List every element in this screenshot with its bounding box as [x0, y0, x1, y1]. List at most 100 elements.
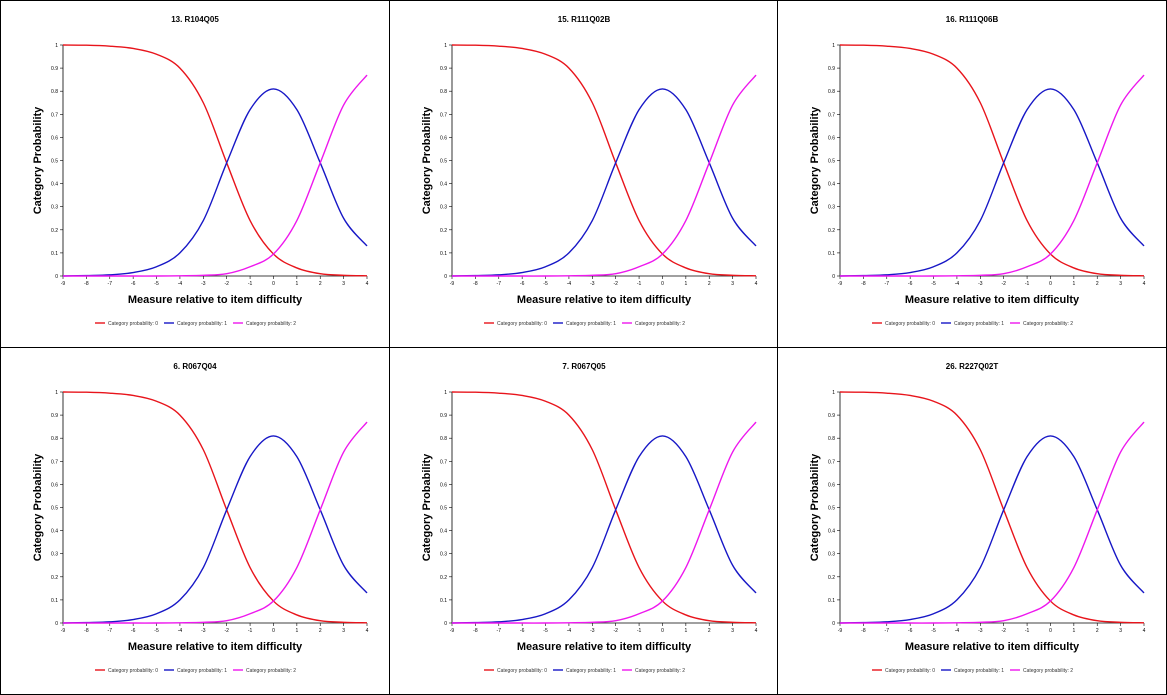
x-tick-label: -5 [543, 628, 548, 634]
y-axis-label: Category Probability [809, 106, 821, 214]
y-tick-label: 0.5 [440, 159, 447, 165]
y-tick-label: 0.2 [828, 575, 835, 581]
x-tick-label: 0 [1049, 628, 1052, 634]
chart-cell-3: 16. R111Q06B 0 0.1 0.2 0.3 0.4 0.5 0.6 0.7 0.8 0.9… [777, 0, 1167, 348]
series-line-category-0 [839, 44, 1145, 277]
legend-label: Category probability: 0 [108, 668, 158, 674]
x-tick-label: 0 [661, 281, 664, 287]
y-tick-label: 0.4 [828, 529, 835, 535]
y-tick-label: 0.9 [440, 66, 447, 72]
y-tick-label: 0.4 [828, 182, 835, 188]
legend-label: Category probability: 1 [566, 321, 616, 327]
chart-cell-5: 7. R067Q05 0 0.1 0.2 0.3 0.4 0.5 0.6 0.7 0.8 0.9 1 -… [389, 347, 778, 695]
x-tick-label: -9 [61, 628, 66, 634]
y-tick-label: 0.5 [51, 159, 58, 165]
x-tick-label: 3 [342, 628, 345, 634]
chart-cell-4: 6. R067Q04 0 0.1 0.2 0.3 0.4 0.5 0.6 0.7 0.8 0.9 1 -… [0, 347, 390, 695]
series-line-category-0 [62, 391, 368, 624]
x-tick-label: -8 [861, 281, 866, 287]
y-axis-label: Category Probability [32, 453, 44, 561]
y-tick-label: 0 [444, 621, 447, 627]
y-tick-label: 0.6 [440, 135, 447, 141]
x-tick-label: -1 [1025, 628, 1030, 634]
y-tick-label: 0 [55, 274, 58, 280]
x-tick-label: -8 [861, 628, 866, 634]
y-tick-label: 0.8 [440, 436, 447, 442]
y-tick-label: 1 [55, 43, 58, 49]
y-tick-label: 0.7 [440, 112, 447, 118]
series-line-category-1 [62, 88, 368, 277]
y-tick-label: 0 [55, 621, 58, 627]
x-tick-label: -5 [931, 628, 936, 634]
x-tick-label: -8 [84, 281, 89, 287]
x-tick-label: -7 [497, 628, 502, 634]
x-tick-label: 4 [366, 628, 369, 634]
series-line-category-2 [62, 74, 368, 277]
y-tick-label: 0.5 [828, 159, 835, 165]
x-tick-label: -4 [567, 628, 572, 634]
y-axis-label: Category Probability [421, 106, 433, 214]
x-tick-label: -5 [154, 628, 159, 634]
x-tick-label: -2 [1001, 281, 1006, 287]
x-tick-label: -6 [131, 628, 136, 634]
x-tick-label: -1 [637, 281, 642, 287]
y-tick-label: 0.8 [828, 89, 835, 95]
series-line-category-1 [451, 435, 757, 624]
y-tick-label: 0.5 [828, 506, 835, 512]
y-tick-label: 0.1 [440, 251, 447, 257]
x-tick-label: -7 [108, 628, 113, 634]
legend-label: Category probability: 2 [1023, 668, 1073, 674]
chart-svg: 13. R104Q05 0 0.1 0.2 0.3 0.4 0.5 0.6 0.7 0.8 0.9 1… [32, 15, 369, 327]
y-tick-label: 1 [444, 43, 447, 49]
x-tick-label: 1 [684, 628, 687, 634]
x-tick-label: -4 [955, 281, 960, 287]
series-line-category-1 [839, 88, 1145, 277]
x-tick-label: 2 [1096, 281, 1099, 287]
x-tick-label: 4 [1143, 628, 1146, 634]
x-axis-label: Measure relative to item difficulty [517, 641, 692, 653]
x-tick-label: -3 [590, 281, 595, 287]
x-tick-label: -9 [450, 628, 455, 634]
legend-label: Category probability: 2 [635, 321, 685, 327]
x-tick-label: 4 [1143, 281, 1146, 287]
chart-svg: 6. R067Q04 0 0.1 0.2 0.3 0.4 0.5 0.6 0.7 0.8 0.9 1 -… [32, 362, 369, 674]
x-tick-label: -5 [154, 281, 159, 287]
y-tick-label: 0.5 [440, 506, 447, 512]
y-tick-label: 0.9 [440, 413, 447, 419]
x-tick-label: -9 [838, 281, 843, 287]
y-tick-label: 0.8 [440, 89, 447, 95]
y-tick-label: 0.2 [51, 575, 58, 581]
y-tick-label: 0.7 [828, 459, 835, 465]
y-tick-label: 0.3 [828, 552, 835, 558]
chart-cell-1: 13. R104Q05 0 0.1 0.2 0.3 0.4 0.5 0.6 0.7 0.8 0.9 1… [0, 0, 390, 348]
legend-label: Category probability: 1 [954, 668, 1004, 674]
y-tick-label: 0.2 [440, 228, 447, 234]
x-tick-label: 0 [272, 628, 275, 634]
x-tick-label: -9 [450, 281, 455, 287]
legend-label: Category probability: 1 [177, 321, 227, 327]
x-tick-label: 2 [708, 628, 711, 634]
y-tick-label: 0 [832, 621, 835, 627]
x-tick-label: -2 [1001, 628, 1006, 634]
chart-title: 13. R104Q05 [171, 15, 219, 24]
legend-label: Category probability: 0 [497, 668, 547, 674]
y-tick-label: 0.7 [828, 112, 835, 118]
x-tick-label: -7 [885, 628, 890, 634]
y-tick-label: 0.6 [440, 482, 447, 488]
legend-label: Category probability: 0 [885, 668, 935, 674]
y-tick-label: 0.1 [828, 598, 835, 604]
x-tick-label: 3 [342, 281, 345, 287]
legend-label: Category probability: 0 [108, 321, 158, 327]
y-tick-label: 0.7 [440, 459, 447, 465]
x-tick-label: -1 [637, 628, 642, 634]
chart-svg: 7. R067Q05 0 0.1 0.2 0.3 0.4 0.5 0.6 0.7 0.8 0.9 1 -… [421, 362, 758, 674]
x-tick-label: 1 [684, 281, 687, 287]
legend-label: Category probability: 1 [566, 668, 616, 674]
chart-title: 16. R111Q06B [946, 15, 999, 24]
x-tick-label: -3 [590, 628, 595, 634]
series-line-category-1 [451, 88, 757, 277]
y-tick-label: 1 [55, 390, 58, 396]
y-axis-label: Category Probability [421, 453, 433, 561]
chart-title: 6. R067Q04 [173, 362, 217, 371]
